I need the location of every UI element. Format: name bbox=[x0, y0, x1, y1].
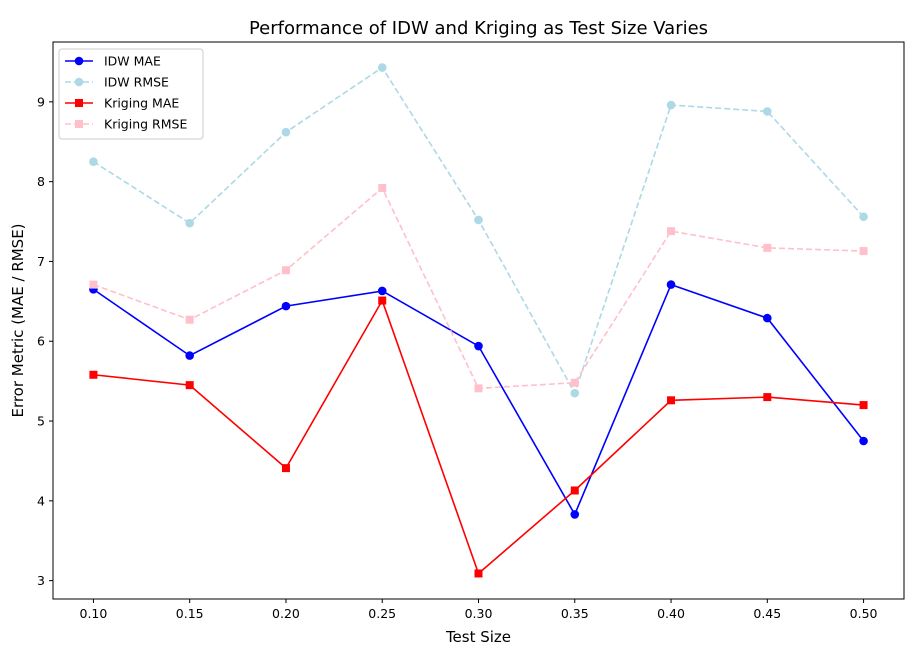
legend-item: Kriging RMSE bbox=[65, 117, 187, 132]
data-point bbox=[185, 218, 194, 228]
data-point bbox=[89, 280, 98, 289]
x-tick-label: 0.50 bbox=[850, 606, 878, 621]
x-tick-label: 0.45 bbox=[753, 606, 781, 621]
data-point bbox=[89, 157, 98, 166]
data-point bbox=[474, 215, 483, 225]
y-tick-label: 9 bbox=[37, 94, 45, 109]
series-layer bbox=[89, 63, 868, 578]
legend-items: IDW MAE IDW RMSE Kriging MAE Kriging RMSE bbox=[65, 54, 187, 132]
series-idw-rmse bbox=[89, 63, 868, 398]
x-tick-label: 0.10 bbox=[80, 606, 108, 621]
y-tick-label: 6 bbox=[37, 334, 45, 349]
data-point bbox=[859, 401, 868, 410]
y-tick-label: 7 bbox=[37, 254, 45, 269]
data-point bbox=[570, 486, 579, 495]
x-axis-ticks: 0.10 0.15 0.20 0.25 0.30 0.35 0.40 0.45 0.50 bbox=[80, 599, 878, 621]
data-point bbox=[185, 315, 194, 324]
legend-item: Kriging MAE bbox=[65, 96, 179, 111]
x-tick-label: 0.15 bbox=[176, 606, 204, 621]
data-point bbox=[281, 464, 290, 473]
legend-label: Kriging RMSE bbox=[104, 117, 187, 132]
legend-item: IDW MAE bbox=[65, 54, 161, 69]
data-point bbox=[185, 381, 194, 390]
data-point bbox=[377, 286, 387, 296]
y-tick-label: 8 bbox=[37, 174, 45, 189]
data-point bbox=[763, 107, 772, 116]
data-point bbox=[570, 378, 579, 387]
y-tick-label: 5 bbox=[37, 414, 45, 429]
x-tick-label: 0.40 bbox=[657, 606, 685, 621]
data-point bbox=[666, 280, 676, 289]
data-point bbox=[474, 384, 483, 393]
data-point bbox=[281, 127, 291, 137]
data-point bbox=[667, 227, 676, 236]
legend-label: IDW RMSE bbox=[104, 75, 169, 90]
data-point bbox=[570, 510, 580, 519]
data-point bbox=[666, 100, 676, 110]
x-axis-label: Test Size bbox=[445, 628, 511, 646]
y-tick-label: 3 bbox=[37, 573, 45, 588]
data-point bbox=[281, 266, 290, 275]
data-point bbox=[281, 301, 291, 311]
legend-marker bbox=[75, 120, 83, 128]
legend-marker bbox=[75, 99, 83, 107]
data-point bbox=[378, 296, 387, 305]
data-point bbox=[377, 63, 387, 72]
data-point bbox=[763, 313, 772, 323]
legend-box bbox=[58, 48, 204, 140]
data-point bbox=[474, 341, 483, 351]
data-point bbox=[859, 247, 868, 256]
x-tick-label: 0.30 bbox=[465, 606, 493, 621]
chart-title: Performance of IDW and Kriging as Test S… bbox=[249, 18, 708, 39]
legend: IDW MAE IDW RMSE Kriging MAE Kriging RMSE bbox=[58, 48, 204, 140]
y-axis-ticks: 3 4 5 6 7 8 9 bbox=[37, 94, 53, 588]
data-point bbox=[89, 370, 98, 379]
data-point bbox=[763, 243, 772, 252]
data-point bbox=[185, 351, 194, 360]
series-kriging-mae bbox=[89, 296, 868, 578]
data-point bbox=[474, 569, 483, 578]
x-tick-label: 0.25 bbox=[368, 606, 396, 621]
data-point bbox=[859, 436, 868, 446]
data-point bbox=[859, 212, 868, 222]
data-point bbox=[667, 396, 676, 405]
x-tick-label: 0.20 bbox=[272, 606, 300, 621]
data-point bbox=[763, 393, 772, 402]
legend-item: IDW RMSE bbox=[65, 75, 169, 90]
plot-area-frame bbox=[52, 41, 905, 600]
legend-label: IDW MAE bbox=[104, 54, 161, 69]
data-point bbox=[378, 184, 387, 193]
y-axis-label: Error Metric (MAE / RMSE) bbox=[9, 223, 27, 417]
x-tick-label: 0.35 bbox=[561, 606, 589, 621]
data-point bbox=[570, 388, 580, 398]
series-kriging-rmse bbox=[89, 184, 868, 393]
legend-label: Kriging MAE bbox=[104, 96, 179, 111]
legend-marker bbox=[74, 77, 84, 87]
y-tick-label: 4 bbox=[37, 493, 45, 508]
legend-marker bbox=[74, 56, 84, 66]
